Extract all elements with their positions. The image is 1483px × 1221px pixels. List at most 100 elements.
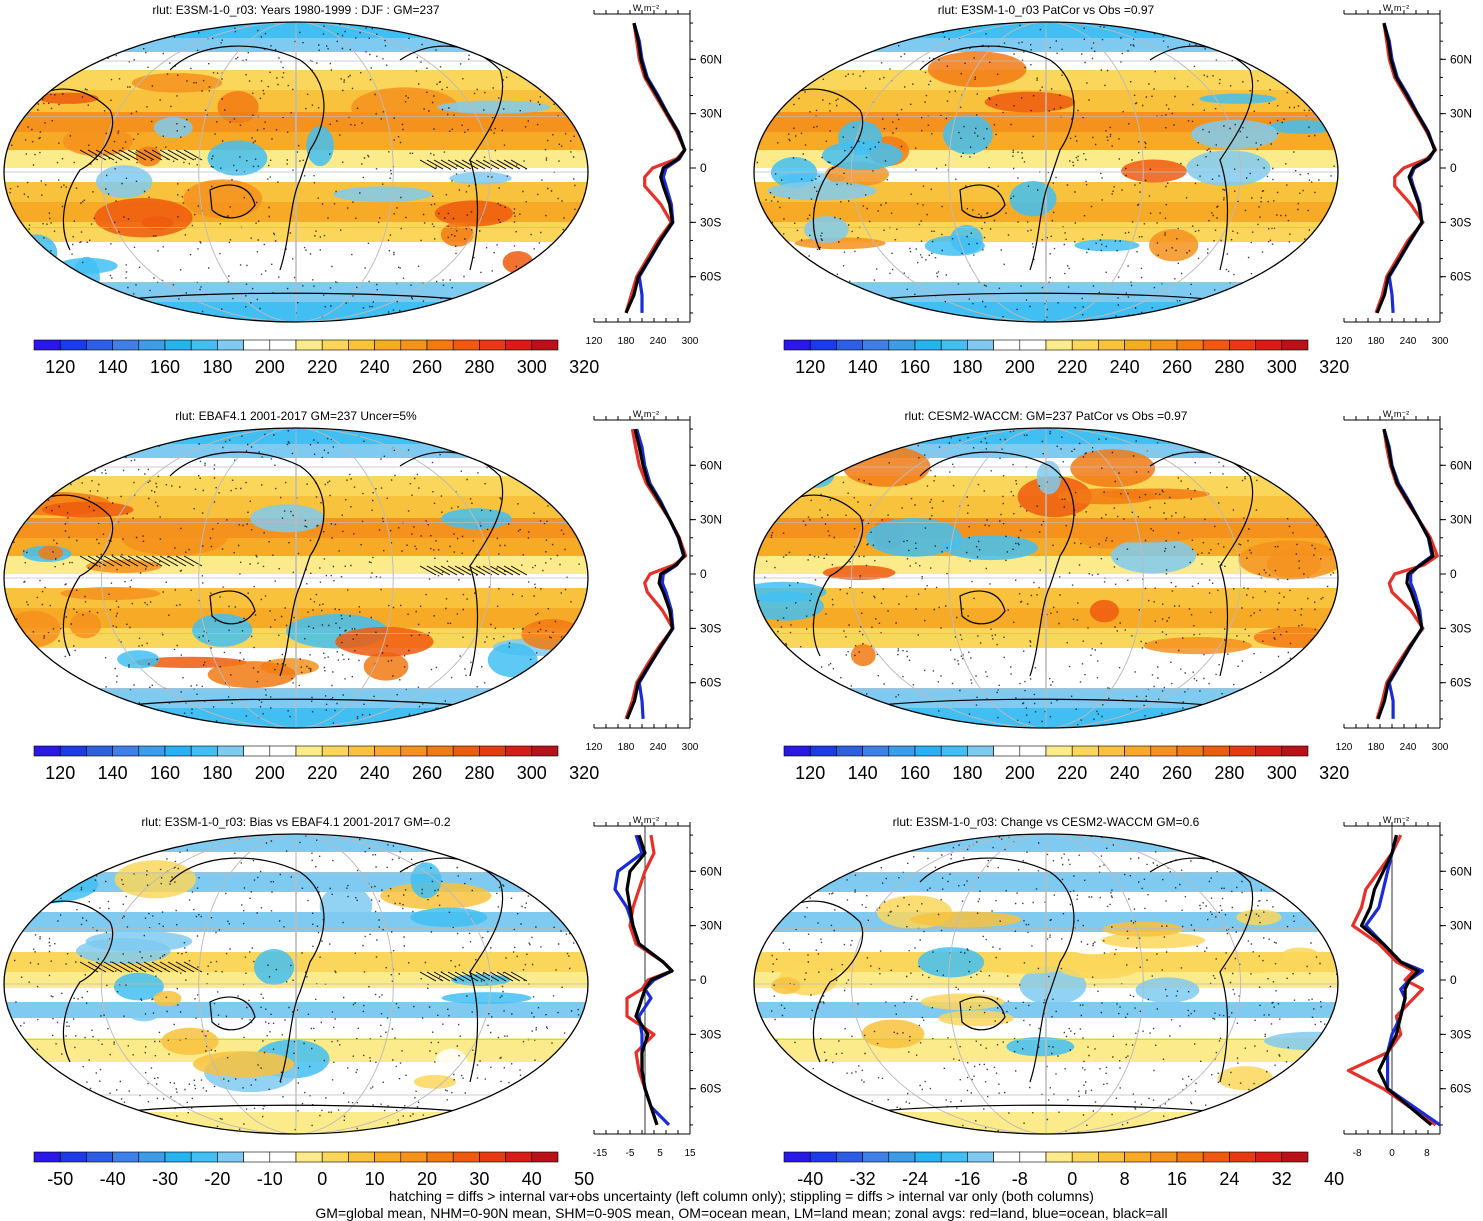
colorbar-swatch xyxy=(217,745,244,757)
zonal-xtick-label: 180 xyxy=(618,336,635,347)
map-band xyxy=(754,852,1338,873)
lat-label: 30N xyxy=(700,513,722,527)
map-region xyxy=(803,216,849,243)
map-band xyxy=(754,22,1338,23)
colorbar-swatch xyxy=(59,1151,87,1163)
map-band xyxy=(4,70,588,91)
zonal-xtick-label: 240 xyxy=(650,742,667,753)
map-band xyxy=(754,444,1338,459)
map-band xyxy=(4,834,588,853)
graticule-lon xyxy=(295,834,297,1134)
graticule-lon xyxy=(1045,428,1047,728)
colorbar-label: 240 xyxy=(360,357,390,377)
coastline xyxy=(169,451,325,677)
footer-line-2: GM=global mean, NHM=0-90N mean, SHM=0-90… xyxy=(315,1205,1168,1221)
zonal-xtick-label: 180 xyxy=(1368,336,1385,347)
map-region xyxy=(1264,1031,1338,1051)
colorbar-swatch xyxy=(86,339,113,351)
map-region xyxy=(1135,977,1200,1003)
colorbar-swatch xyxy=(1229,1151,1256,1163)
colorbar-label: 240 xyxy=(1110,357,1140,377)
map-band xyxy=(4,428,588,429)
colorbar-swatch xyxy=(1124,1151,1152,1163)
map-region xyxy=(380,882,492,910)
colorbar-label: 320 xyxy=(569,357,599,377)
lat-label: 0 xyxy=(700,567,707,581)
coastline xyxy=(779,494,864,657)
panel-title: rlut: E3SM-1-0_r03: Change vs CESM2-WACC… xyxy=(892,815,1200,829)
colorbar-swatch xyxy=(190,745,218,757)
colorbar-swatch xyxy=(1019,339,1047,351)
lat-label: 30N xyxy=(1450,919,1472,933)
zonal-xtick-label: 180 xyxy=(1368,742,1385,753)
map-region xyxy=(866,517,962,557)
map-region xyxy=(1059,958,1139,979)
colorbar-swatch xyxy=(888,745,916,757)
map-band xyxy=(4,22,588,23)
map-band xyxy=(4,38,588,53)
map-region xyxy=(771,977,801,995)
colorbar-swatch xyxy=(243,745,271,757)
map-band xyxy=(4,972,588,989)
coastline xyxy=(1149,857,1254,1083)
colorbar-label: 160 xyxy=(900,763,930,783)
colorbar-swatch xyxy=(1071,1151,1099,1163)
zonal-units: W m⁻² xyxy=(1383,409,1409,419)
map-region xyxy=(192,613,253,647)
map-region xyxy=(910,911,1022,928)
map-region xyxy=(250,504,325,533)
map-band xyxy=(4,458,588,477)
zonal-series-ocean xyxy=(1364,834,1441,1127)
map-region xyxy=(437,100,551,114)
zonal-series-all xyxy=(1359,834,1433,1127)
map-region xyxy=(410,907,488,928)
map-band xyxy=(754,834,1338,835)
map-region xyxy=(161,1027,219,1056)
map-band xyxy=(754,302,1338,322)
zonal-xtick-label: -8 xyxy=(1353,1148,1362,1159)
map-region xyxy=(943,114,993,155)
map-band xyxy=(4,182,588,203)
map-region xyxy=(924,235,985,256)
colorbar-swatch xyxy=(1176,1151,1204,1163)
graticule-lon xyxy=(295,428,297,728)
graticule-lon xyxy=(295,22,297,322)
zonal-units: W m⁻² xyxy=(633,815,659,825)
map-region xyxy=(754,591,824,621)
colorbar-swatch xyxy=(1202,339,1230,351)
map-region xyxy=(133,656,247,669)
colorbar-swatch xyxy=(295,339,323,351)
map-region xyxy=(253,949,295,985)
map-region xyxy=(15,234,58,272)
zonal-xtick-label: 120 xyxy=(1336,742,1353,753)
map-region xyxy=(413,1075,457,1089)
map-region xyxy=(207,661,296,689)
colorbar-label: 200 xyxy=(1005,357,1035,377)
colorbar-label: 200 xyxy=(1005,763,1035,783)
colorbar-swatch xyxy=(374,1151,402,1163)
panel-6: rlut: E3SM-1-0_r03: Change vs CESM2-WACC… xyxy=(750,812,1483,1214)
zonal-xtick-label: 240 xyxy=(1400,336,1417,347)
stippling xyxy=(4,428,588,728)
colorbar-label: 220 xyxy=(307,763,337,783)
map-region xyxy=(1238,540,1338,580)
colorbar-swatch xyxy=(967,339,994,351)
graticule-lon xyxy=(198,428,394,728)
map-region xyxy=(534,1079,588,1092)
map-region xyxy=(451,974,511,986)
colorbar-swatch xyxy=(164,1151,192,1163)
map-region xyxy=(541,1077,588,1095)
map-region xyxy=(1074,239,1140,252)
colorbar-swatch xyxy=(940,745,968,757)
colorbar-swatch xyxy=(426,339,454,351)
map-region xyxy=(770,157,818,189)
map-region xyxy=(938,1010,1014,1027)
colorbar-swatch xyxy=(1281,1151,1309,1163)
zonal-units: W m⁻² xyxy=(1383,3,1409,13)
map-region xyxy=(1186,150,1271,186)
hatching xyxy=(79,555,528,576)
colorbar-swatch xyxy=(1150,339,1178,351)
lat-label: 30N xyxy=(1450,107,1472,121)
zonal-series-all xyxy=(625,428,686,720)
colorbar-swatch xyxy=(967,745,994,757)
